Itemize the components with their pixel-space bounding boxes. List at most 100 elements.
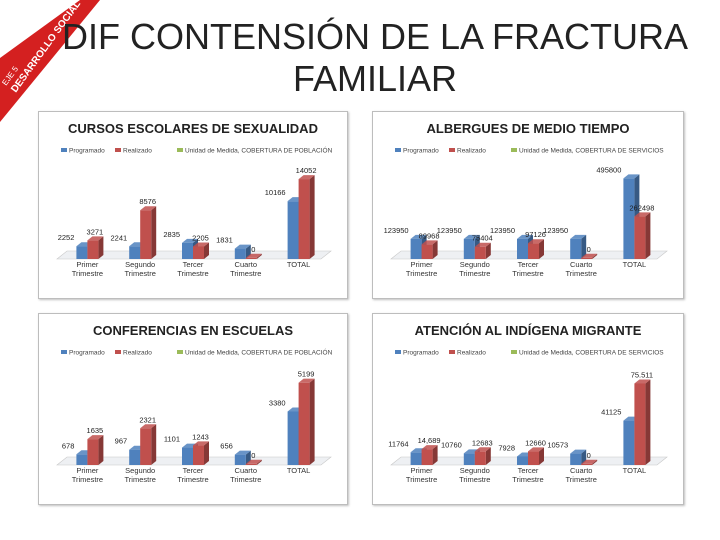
- category-label: Trimestre: [230, 475, 261, 484]
- legend-swatch: [511, 350, 517, 354]
- bar-side: [581, 234, 587, 259]
- bar-top: [234, 244, 251, 249]
- data-label: 1101: [164, 435, 180, 444]
- bar-programado: [570, 238, 582, 259]
- bar-top: [421, 445, 438, 450]
- bar-programado: [517, 456, 528, 465]
- data-label: 5199: [298, 370, 315, 379]
- category-label: Trimestre: [566, 269, 597, 278]
- category-label: TOTAL: [623, 466, 646, 475]
- legend-label: Programado: [403, 148, 439, 155]
- bar-side: [98, 435, 104, 465]
- category-label: Segundo: [125, 260, 155, 269]
- category-label: Trimestre: [459, 269, 490, 278]
- data-label: 12683: [472, 438, 493, 447]
- chart-panel-cursos: CURSOS ESCOLARES DE SEXUALIDAD Programado…: [38, 111, 348, 299]
- data-label: 7928: [498, 443, 515, 452]
- bar-top: [570, 234, 587, 239]
- chart-panel-conferencias: CONFERENCIAS EN ESCUELAS Programado Realiz…: [38, 313, 348, 505]
- bar-side: [645, 379, 651, 465]
- bar-programado: [129, 449, 141, 465]
- data-label: 3380: [269, 398, 286, 407]
- bar-realizado: [298, 179, 310, 259]
- bar-top: [581, 459, 598, 464]
- data-label: 1831: [216, 236, 233, 245]
- bar-side: [256, 459, 262, 465]
- corner-ribbon: EJE 5 DESARROLLO SOCIAL: [0, 0, 100, 122]
- data-label: 14,689: [418, 436, 441, 445]
- bar-programado: [623, 420, 635, 465]
- category-label: Primer: [76, 260, 99, 269]
- bar-programado: [287, 411, 299, 465]
- legend-swatch: [61, 148, 67, 152]
- category-label: Trimestre: [459, 475, 490, 484]
- chart-svg: CONFERENCIAS EN ESCUELAS Programado Realiz…: [56, 323, 333, 484]
- legend-label: Realizado: [123, 148, 152, 155]
- data-label: 2321: [139, 415, 156, 424]
- category-label: Trimestre: [72, 475, 103, 484]
- category-label: Segundo: [460, 260, 490, 269]
- bar-top: [298, 175, 315, 180]
- category-label: TOTAL: [623, 260, 646, 269]
- bar-top: [421, 240, 438, 245]
- bar-top: [234, 450, 251, 455]
- bar-programado: [463, 238, 475, 259]
- bar-side: [309, 175, 315, 259]
- bar-realizado: [474, 246, 486, 259]
- bar-programado: [463, 453, 475, 465]
- bar-realizado: [87, 240, 99, 259]
- chart-svg: CURSOS ESCOLARES DE SEXUALIDAD Programado…: [56, 121, 333, 278]
- legend-label: Programado: [69, 148, 105, 155]
- legend-label: Unidad de Medida, COBERTURA DE POBLACIÓN: [185, 348, 333, 357]
- data-label: 89968: [419, 231, 440, 240]
- bar-side: [432, 445, 438, 465]
- bar-side: [539, 447, 544, 465]
- bar-side: [432, 240, 438, 259]
- corner-ribbon-band: [0, 0, 100, 122]
- category-label: Cuarto: [235, 260, 258, 269]
- data-label: 41125: [601, 408, 621, 417]
- category-label: Primer: [76, 466, 99, 475]
- bar-realizado: [474, 451, 486, 465]
- bar-side: [645, 212, 651, 259]
- data-label: 0: [251, 245, 255, 254]
- data-label: 10166: [265, 188, 286, 197]
- category-label: Trimestre: [512, 475, 543, 484]
- legend-swatch: [115, 350, 121, 354]
- bar-top: [634, 379, 651, 384]
- bar-side: [485, 242, 491, 259]
- bar-top: [581, 253, 598, 258]
- bar-programado: [76, 454, 88, 465]
- chart-title: ALBERGUES DE MEDIO TIEMPO: [427, 121, 630, 136]
- bar-top: [193, 441, 209, 446]
- category-label: Cuarto: [570, 466, 593, 475]
- data-label: 14052: [296, 166, 317, 175]
- legend-label: Realizado: [123, 350, 152, 357]
- bar-side: [151, 206, 157, 259]
- bar-top: [87, 435, 104, 440]
- category-label: Primer: [411, 260, 434, 269]
- category-label: Tercer: [518, 466, 539, 475]
- bar-side: [151, 424, 157, 465]
- data-label: 967: [115, 437, 128, 446]
- category-label: Segundo: [125, 466, 155, 475]
- bar-top: [517, 234, 533, 239]
- data-label: 0: [587, 245, 591, 254]
- data-label: 0: [251, 451, 255, 460]
- bar-realizado: [245, 257, 257, 259]
- chart-title: ATENCIÓN AL INDÍGENA MIGRANTE: [415, 323, 642, 338]
- data-label: 2252: [58, 233, 75, 242]
- legend-swatch: [177, 350, 183, 354]
- bar-top: [298, 378, 315, 383]
- bar-programado: [623, 178, 635, 259]
- bar-side: [309, 378, 315, 465]
- data-label: 75404: [472, 234, 493, 243]
- legend-label: Realizado: [457, 350, 486, 357]
- bar-top: [182, 238, 198, 243]
- bar-programado: [76, 246, 88, 259]
- category-label: Tercer: [518, 260, 539, 269]
- data-label: 2205: [192, 233, 209, 242]
- bar-top: [140, 206, 157, 211]
- bar-realizado: [87, 439, 99, 465]
- data-label: 1635: [87, 426, 104, 435]
